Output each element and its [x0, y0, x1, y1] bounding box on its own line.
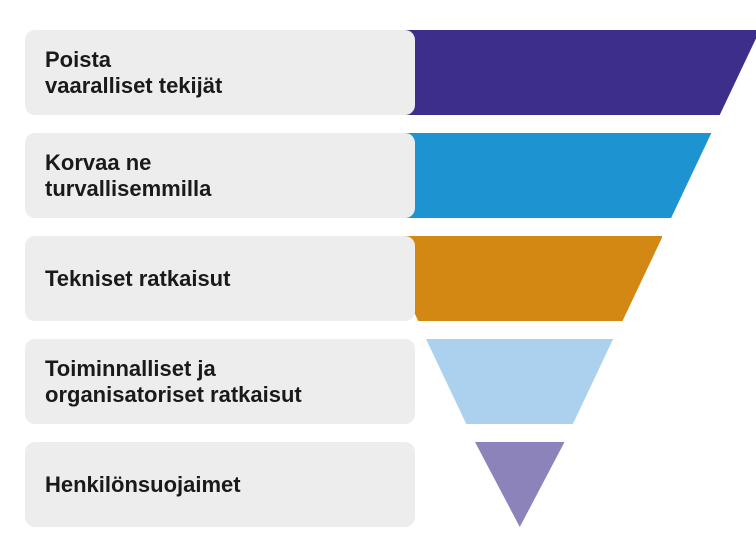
label-box-4: Toiminnalliset jaorganisatoriset ratkais…	[25, 339, 415, 424]
funnel-segment-4	[426, 339, 613, 424]
row-5: Henkilönsuojaimet	[25, 442, 731, 527]
row-2: Korvaa neturvallisemmilla	[25, 133, 731, 218]
label-box-1: Poistavaaralliset tekijät	[25, 30, 415, 115]
label-text-5: Henkilönsuojaimet	[45, 472, 241, 497]
funnel-segment-3	[378, 236, 663, 321]
label-box-3: Tekniset ratkaisut	[25, 236, 415, 321]
hierarchy-diagram: Poistavaaralliset tekijät Korvaa neturva…	[0, 0, 756, 553]
label-text-3: Tekniset ratkaisut	[45, 266, 230, 291]
label-text-1: Poistavaaralliset tekijät	[45, 47, 222, 98]
label-box-5: Henkilönsuojaimet	[25, 442, 415, 527]
funnel-segment-5	[475, 442, 565, 527]
label-text-2: Korvaa neturvallisemmilla	[45, 150, 211, 201]
label-box-2: Korvaa neturvallisemmilla	[25, 133, 415, 218]
row-3: Tekniset ratkaisut	[25, 236, 731, 321]
label-text-4: Toiminnalliset jaorganisatoriset ratkais…	[45, 356, 302, 407]
row-1: Poistavaaralliset tekijät	[25, 30, 731, 115]
row-4: Toiminnalliset jaorganisatoriset ratkais…	[25, 339, 731, 424]
